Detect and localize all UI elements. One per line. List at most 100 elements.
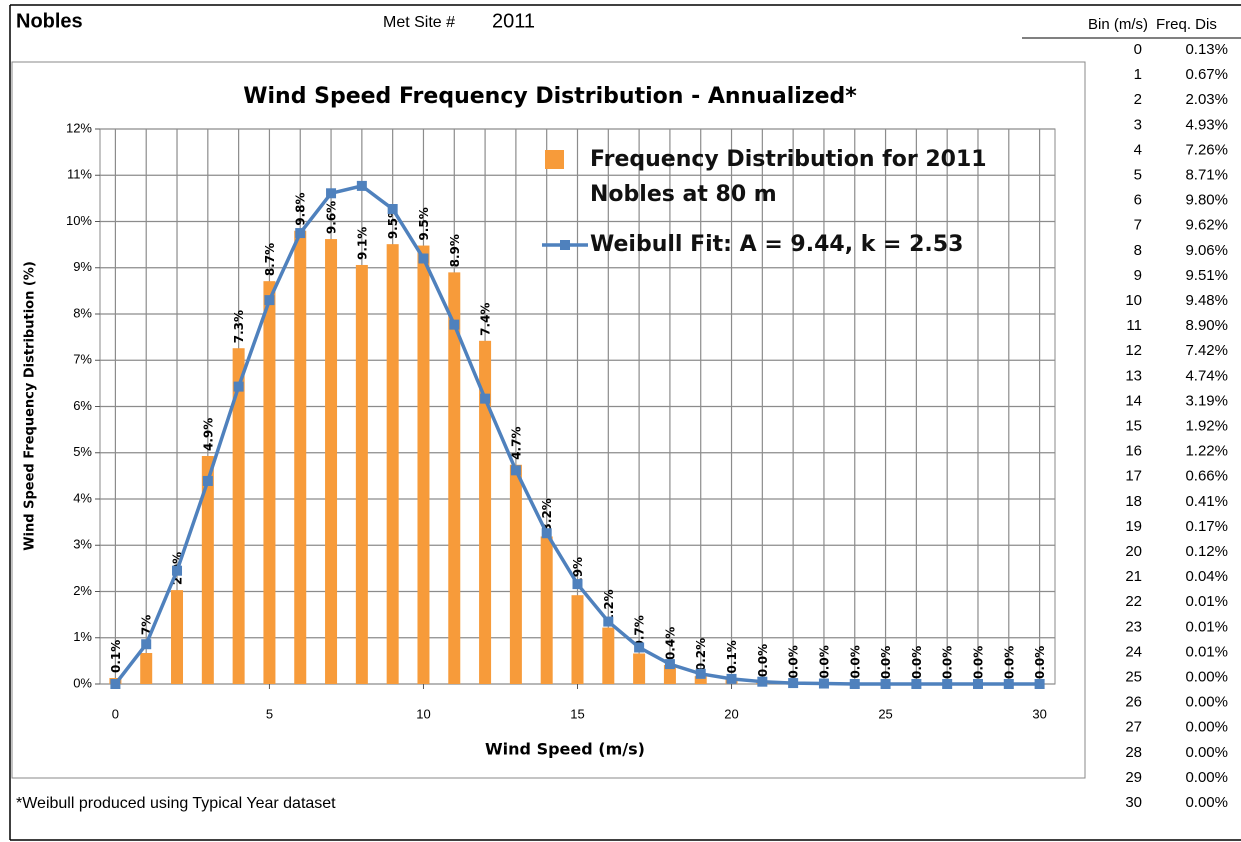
x-tick-label: 0 — [112, 706, 119, 721]
table-bin: 30 — [1125, 794, 1142, 811]
table-freq: 0.00% — [1185, 694, 1228, 711]
point — [418, 253, 429, 264]
point — [356, 180, 367, 191]
table-freq: 0.01% — [1185, 643, 1228, 660]
table-bin: 24 — [1125, 643, 1142, 660]
table-freq: 9.51% — [1185, 267, 1228, 284]
x-tick-label: 30 — [1032, 706, 1046, 721]
point — [972, 679, 983, 689]
data-label: 9.6% — [325, 201, 339, 234]
table-bin: 21 — [1125, 568, 1142, 585]
point — [480, 393, 491, 404]
table-freq: 0.66% — [1185, 468, 1228, 485]
y-tick-label: 11% — [67, 167, 92, 182]
data-label: 0.0% — [848, 645, 862, 678]
data-label: 9.5% — [417, 207, 431, 240]
point — [264, 295, 275, 306]
table-freq: 2.03% — [1185, 91, 1228, 108]
table-bin: 4 — [1134, 141, 1142, 158]
point — [849, 679, 860, 689]
point — [449, 319, 460, 330]
bar — [325, 239, 338, 684]
point — [202, 475, 213, 486]
point — [541, 528, 552, 539]
table-bin: 22 — [1125, 593, 1142, 610]
table-bin: 12 — [1125, 342, 1142, 359]
table-bin: 27 — [1125, 719, 1142, 736]
bar — [633, 653, 646, 684]
bar — [140, 653, 153, 684]
table-freq: 4.74% — [1185, 367, 1228, 384]
table-freq: 0.00% — [1185, 719, 1228, 736]
point — [818, 678, 829, 689]
y-tick-label: 0% — [73, 675, 92, 690]
data-label: 4.9% — [201, 418, 215, 451]
bar — [509, 464, 522, 684]
table-bin: 8 — [1134, 242, 1142, 259]
table-freq: 8.90% — [1185, 317, 1228, 334]
bar — [417, 245, 430, 685]
bar — [294, 230, 307, 684]
point — [634, 642, 645, 653]
bar — [201, 455, 214, 684]
data-label: 8.9% — [448, 234, 462, 267]
point — [942, 679, 953, 689]
data-label: 0.0% — [1002, 646, 1016, 679]
table-freq: 7.42% — [1185, 342, 1228, 359]
x-tick-label: 25 — [878, 706, 892, 721]
data-label: 0.0% — [817, 645, 831, 678]
bar — [663, 665, 676, 684]
data-label: 0.0% — [879, 646, 893, 679]
data-label: 7.4% — [479, 303, 493, 336]
table-bin: 2 — [1134, 91, 1142, 108]
y-tick-label: 6% — [73, 398, 92, 413]
table-bin: 28 — [1125, 744, 1142, 761]
data-label: 0.2% — [694, 638, 708, 671]
footnote: *Weibull produced using Typical Year dat… — [16, 795, 336, 812]
y-tick-label: 1% — [73, 629, 92, 644]
point — [757, 676, 768, 687]
point — [695, 668, 706, 679]
x-tick-label: 20 — [724, 706, 738, 721]
table-bin: 14 — [1125, 392, 1142, 409]
bar — [602, 627, 615, 684]
x-tick-label: 10 — [416, 706, 430, 721]
table-bin: 18 — [1125, 493, 1142, 510]
point — [664, 659, 675, 670]
table-bin: 29 — [1125, 769, 1142, 786]
point — [110, 679, 121, 689]
chart-title: Wind Speed Frequency Distribution - Annu… — [243, 84, 857, 109]
point — [326, 188, 337, 199]
y-tick-label: 7% — [73, 352, 92, 367]
table-bin: 26 — [1125, 694, 1142, 711]
bar — [263, 281, 276, 684]
y-tick-label: 2% — [73, 583, 92, 598]
table-bin: 15 — [1125, 417, 1142, 434]
legend-entry: Frequency Distribution for 2011 Nobles a… — [590, 147, 987, 207]
data-label: 0.0% — [1033, 646, 1047, 679]
bar — [448, 272, 461, 684]
bar — [571, 595, 584, 684]
table-bin: 6 — [1134, 192, 1142, 209]
table-freq: 0.12% — [1185, 543, 1228, 560]
data-label: 0.0% — [756, 644, 770, 677]
point — [726, 673, 737, 684]
point — [387, 204, 398, 215]
table-freq: 9.48% — [1185, 292, 1228, 309]
table-freq: 0.00% — [1185, 744, 1228, 761]
y-tick-label: 8% — [73, 305, 92, 320]
legend-entry: Weibull Fit: A = 9.44, k = 2.53 — [590, 232, 963, 257]
data-label: 0.0% — [971, 646, 985, 679]
table-header: Freq. Dis — [1156, 16, 1217, 33]
bar — [386, 244, 399, 684]
table-freq: 0.04% — [1185, 568, 1228, 585]
data-label: 0.1% — [725, 640, 739, 673]
table-bin: 19 — [1125, 518, 1142, 535]
data-label: 4.7% — [509, 426, 523, 459]
table-freq: 9.06% — [1185, 242, 1228, 259]
y-tick-label: 4% — [73, 490, 92, 505]
met-number: 2011 — [492, 10, 535, 32]
data-label: 8.7% — [263, 243, 277, 276]
data-label: 0.7% — [633, 615, 647, 648]
